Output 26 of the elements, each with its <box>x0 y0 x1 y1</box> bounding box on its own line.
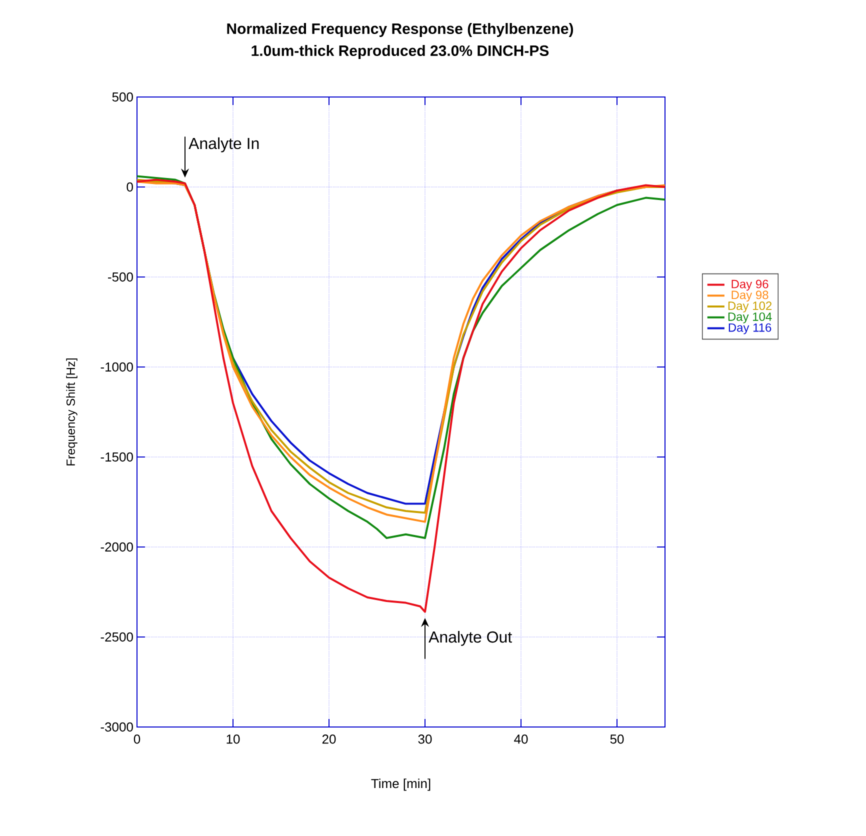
legend-label: Day 102 <box>728 302 772 312</box>
legend-label: Day 104 <box>728 312 772 324</box>
line-series <box>137 178 666 613</box>
legend-label: Day 116 <box>728 323 772 334</box>
chart-title: Normalized Frequency Response (Ethylbenzene) <box>227 23 574 37</box>
chart-subtitle: 1.0um-thick Reproduced 23.0% DINCH-PS <box>252 45 549 59</box>
x-tick-label: 10 <box>226 734 240 744</box>
y-tick-label: -1000 <box>100 362 133 372</box>
annotation: Analyte Out <box>428 630 512 646</box>
y-tick-label: -1500 <box>100 452 133 462</box>
y-tick-label: 500 <box>112 92 133 102</box>
legend-label: Day 96 <box>732 280 768 291</box>
x-tick-label: 30 <box>418 734 432 744</box>
y-tick-label: -500 <box>108 272 133 282</box>
y-tick-label: -2000 <box>100 542 133 552</box>
x-tick-label: 40 <box>514 734 528 744</box>
annotation: Analyte In <box>188 137 259 152</box>
x-tick-label: 0 <box>134 734 140 744</box>
x-axis-title: Time [min] <box>371 778 430 791</box>
legend-label: Day 98 <box>732 290 768 302</box>
x-tick-label: 20 <box>322 734 336 744</box>
y-axis-title: Frequency Shift [Hz] <box>66 358 78 466</box>
y-tick-label: 0 <box>126 182 133 192</box>
y-tick-label: -2500 <box>100 632 133 642</box>
x-tick-label: 50 <box>610 734 624 744</box>
y-tick-label: -3000 <box>100 722 133 732</box>
